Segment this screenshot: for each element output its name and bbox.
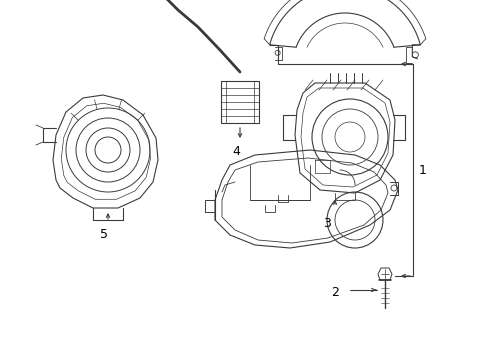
- Text: 2: 2: [331, 285, 339, 298]
- Text: 4: 4: [232, 145, 240, 158]
- Text: 5: 5: [100, 228, 108, 241]
- Text: 3: 3: [323, 217, 331, 230]
- Text: 1: 1: [419, 163, 427, 176]
